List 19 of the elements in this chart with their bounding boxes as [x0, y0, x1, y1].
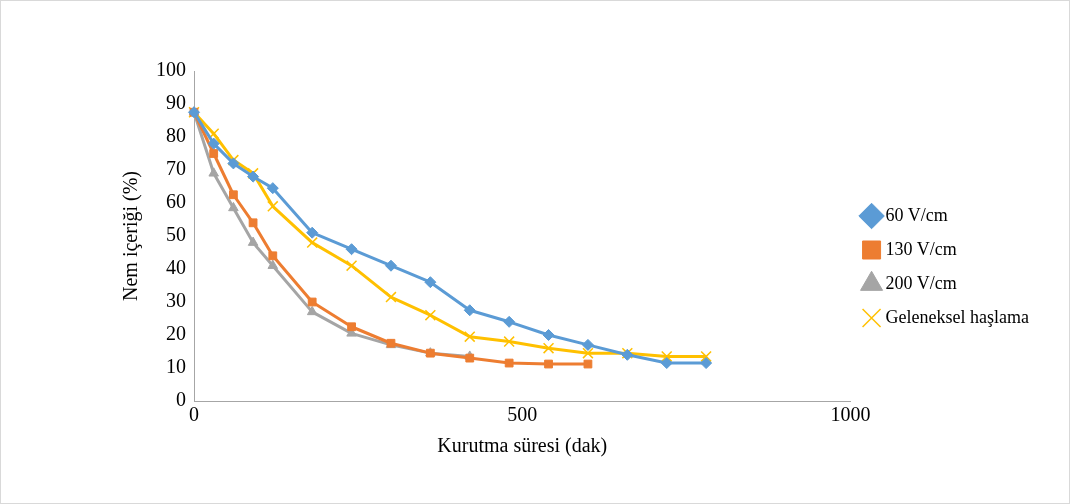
- x-axis-title: Kurutma süresi (dak): [437, 434, 608, 458]
- y-tick-label: 10: [166, 355, 186, 378]
- legend-label: 200 V/cm: [885, 272, 957, 293]
- y-tick-label: 40: [166, 256, 186, 279]
- x-tick-label: 500: [507, 403, 538, 426]
- y-tick-label: 100: [156, 58, 186, 81]
- y-tick-label: 50: [166, 223, 186, 246]
- y-tick-label: 70: [166, 157, 186, 180]
- y-tick-label: 80: [166, 124, 186, 147]
- y-tick-label: 60: [166, 190, 186, 213]
- y-tick-label: 20: [166, 322, 186, 345]
- y-tick-label: 30: [166, 289, 186, 312]
- y-axis-title: Nem içeriği (%): [119, 171, 143, 301]
- legend-label: 60 V/cm: [885, 204, 948, 225]
- x-tick-label: 1000: [830, 403, 871, 426]
- y-tick-label: 0: [176, 388, 186, 411]
- legend-label: 130 V/cm: [885, 238, 957, 259]
- legend-label: Geleneksel haşlama: [885, 306, 1030, 327]
- y-tick-label: 90: [166, 91, 186, 114]
